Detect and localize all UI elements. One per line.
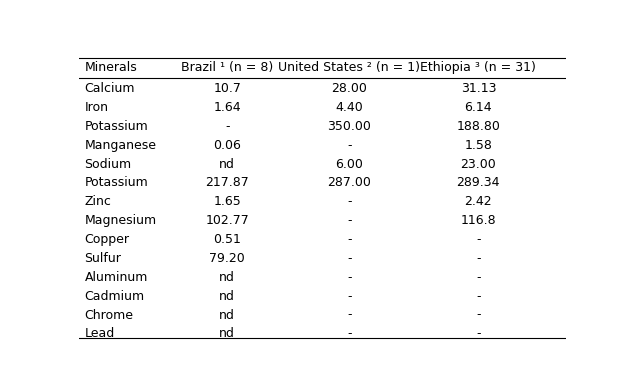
- Text: 31.13: 31.13: [460, 82, 496, 95]
- Text: -: -: [347, 308, 352, 322]
- Text: 1.65: 1.65: [213, 195, 241, 208]
- Text: 1.58: 1.58: [464, 139, 493, 152]
- Text: -: -: [225, 120, 230, 133]
- Text: -: -: [476, 252, 481, 265]
- Text: Chrome: Chrome: [84, 308, 133, 322]
- Text: 6.00: 6.00: [335, 157, 363, 171]
- Text: Calcium: Calcium: [84, 82, 135, 95]
- Text: Sulfur: Sulfur: [84, 252, 121, 265]
- Text: 79.20: 79.20: [209, 252, 245, 265]
- Text: 4.40: 4.40: [335, 101, 363, 114]
- Text: Potassium: Potassium: [84, 176, 148, 190]
- Text: -: -: [347, 214, 352, 227]
- Text: 6.14: 6.14: [465, 101, 492, 114]
- Text: -: -: [347, 327, 352, 340]
- Text: Brazil ¹ (n = 8): Brazil ¹ (n = 8): [181, 61, 274, 74]
- Text: 1.64: 1.64: [213, 101, 241, 114]
- Text: 23.00: 23.00: [460, 157, 496, 171]
- Text: Iron: Iron: [84, 101, 108, 114]
- Text: -: -: [347, 233, 352, 246]
- Text: -: -: [476, 308, 481, 322]
- Text: 0.06: 0.06: [213, 139, 242, 152]
- Text: nd: nd: [220, 327, 235, 340]
- Text: Zinc: Zinc: [84, 195, 111, 208]
- Text: -: -: [347, 252, 352, 265]
- Text: nd: nd: [220, 157, 235, 171]
- Text: Cadmium: Cadmium: [84, 290, 145, 303]
- Text: 10.7: 10.7: [213, 82, 242, 95]
- Text: 217.87: 217.87: [206, 176, 249, 190]
- Text: 116.8: 116.8: [460, 214, 496, 227]
- Text: -: -: [347, 139, 352, 152]
- Text: Aluminum: Aluminum: [84, 271, 148, 284]
- Text: 102.77: 102.77: [206, 214, 249, 227]
- Text: -: -: [347, 195, 352, 208]
- Text: 350.00: 350.00: [327, 120, 371, 133]
- Text: -: -: [476, 290, 481, 303]
- Text: Sodium: Sodium: [84, 157, 131, 171]
- Text: Minerals: Minerals: [84, 61, 137, 74]
- Text: Copper: Copper: [84, 233, 130, 246]
- Text: -: -: [347, 271, 352, 284]
- Text: nd: nd: [220, 308, 235, 322]
- Text: nd: nd: [220, 271, 235, 284]
- Text: -: -: [476, 271, 481, 284]
- Text: 287.00: 287.00: [327, 176, 371, 190]
- Text: 188.80: 188.80: [457, 120, 500, 133]
- Text: 0.51: 0.51: [213, 233, 242, 246]
- Text: 289.34: 289.34: [457, 176, 500, 190]
- Text: United States ² (n = 1): United States ² (n = 1): [278, 61, 420, 74]
- Text: Potassium: Potassium: [84, 120, 148, 133]
- Text: Manganese: Manganese: [84, 139, 157, 152]
- Text: -: -: [476, 233, 481, 246]
- Text: -: -: [347, 290, 352, 303]
- Text: Lead: Lead: [84, 327, 114, 340]
- Text: Magnesium: Magnesium: [84, 214, 157, 227]
- Text: -: -: [476, 327, 481, 340]
- Text: Ethiopia ³ (n = 31): Ethiopia ³ (n = 31): [420, 61, 537, 74]
- Text: nd: nd: [220, 290, 235, 303]
- Text: 28.00: 28.00: [331, 82, 367, 95]
- Text: 2.42: 2.42: [465, 195, 492, 208]
